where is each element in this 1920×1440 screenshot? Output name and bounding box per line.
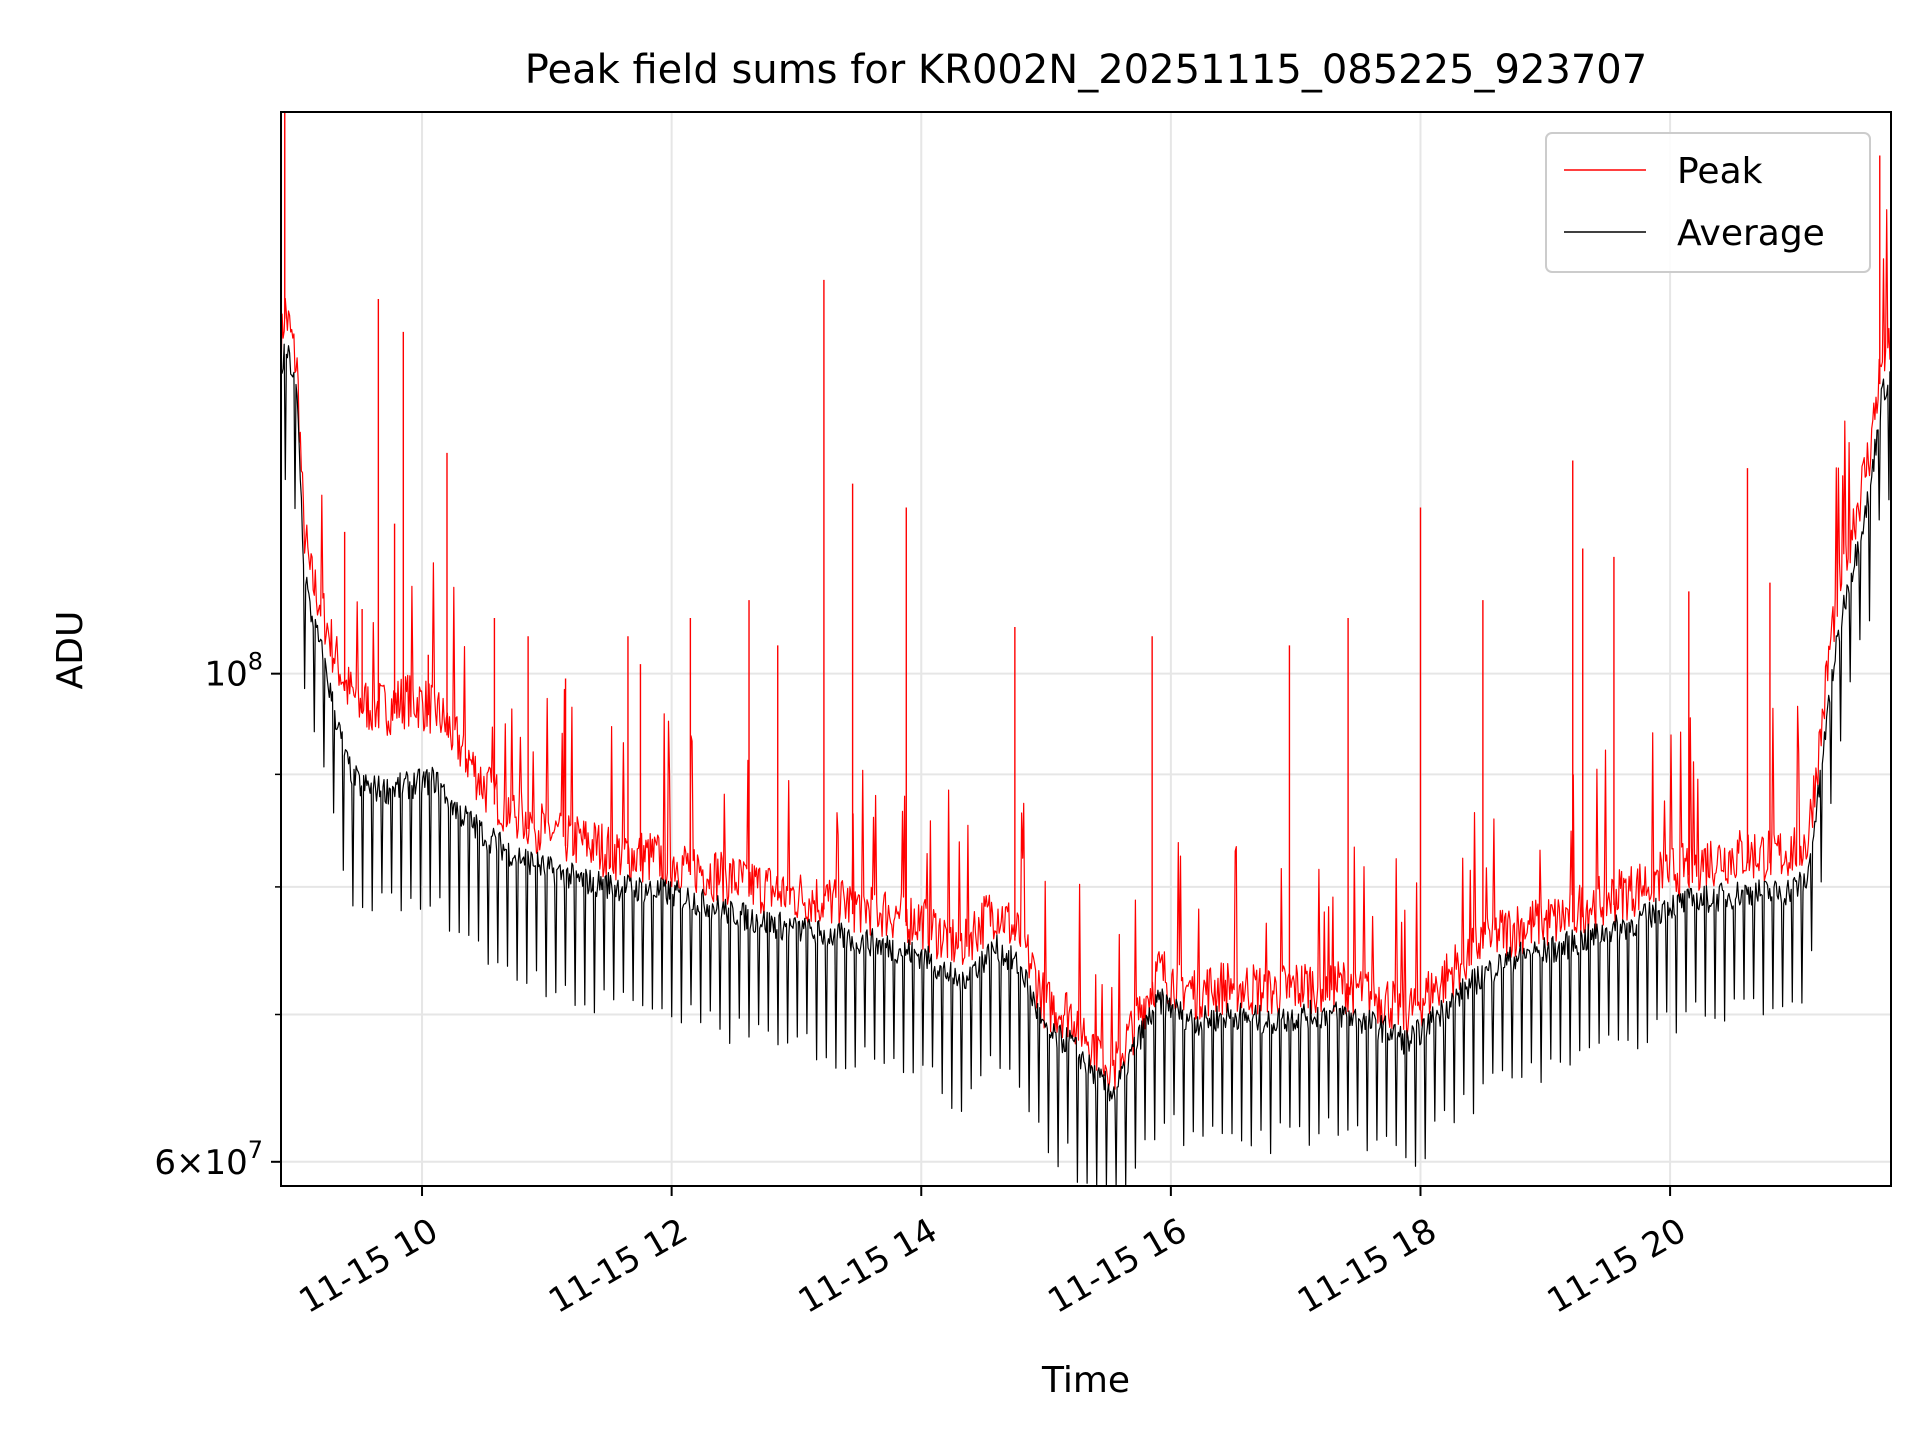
legend: Peak Average	[1545, 132, 1871, 273]
y-tick-label: 6×107	[154, 1136, 263, 1183]
series-line-average	[280, 343, 1892, 1187]
legend-average-label: Average	[1677, 213, 1825, 254]
plot-frame	[280, 111, 1892, 1187]
legend-peak-label: Peak	[1677, 151, 1763, 192]
chart-title: Peak field sums for KR002N_20251115_0852…	[525, 47, 1647, 93]
y-axis-label: ADU	[50, 611, 91, 690]
x-axis-label: Time	[1041, 1360, 1130, 1401]
legend-box	[1545, 132, 1871, 273]
y-tick-label: 108	[204, 648, 263, 695]
grid	[281, 112, 1891, 1186]
plot-series	[280, 112, 1892, 1187]
